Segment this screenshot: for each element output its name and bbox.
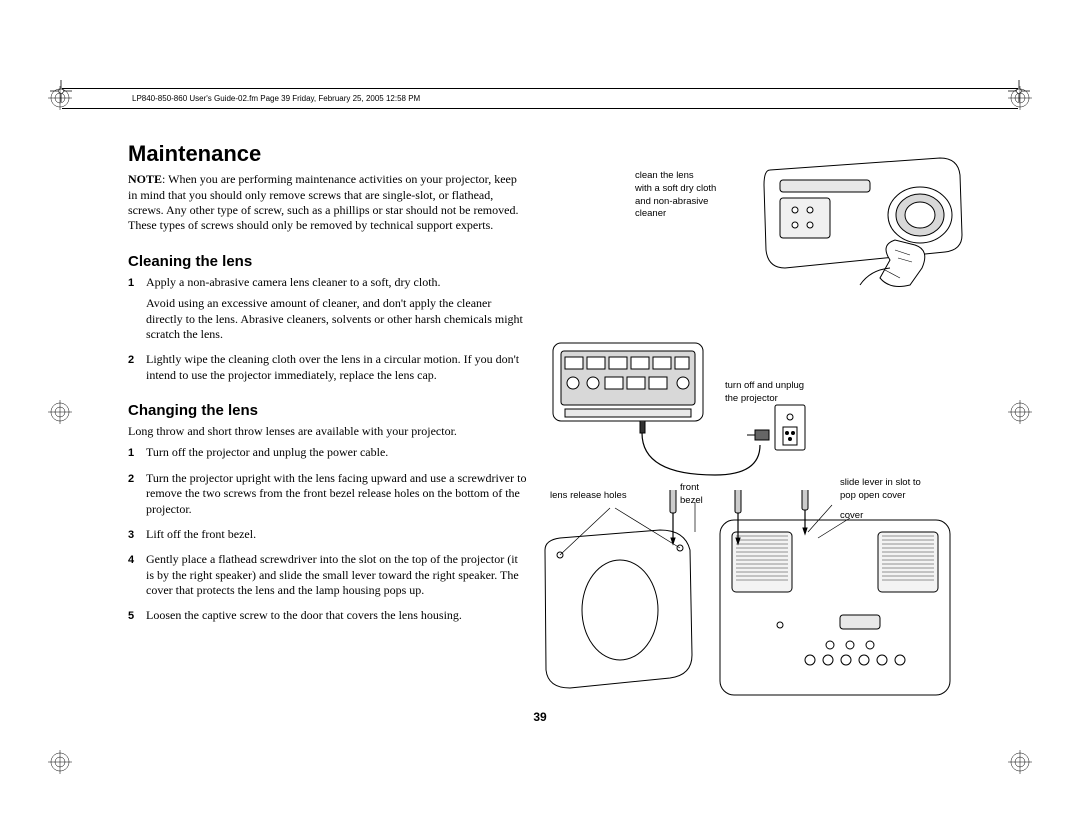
main-text-column: Maintenance NOTE: When you are performin…: [128, 140, 528, 634]
caption-unplug: turn off and unplug the projector: [725, 380, 804, 406]
step-text: Lightly wipe the cleaning cloth over the…: [146, 352, 528, 383]
step-number: 3: [128, 527, 146, 542]
caption-cover: cover: [840, 510, 863, 523]
caption-clean-lens: clean the lens with a soft dry cloth and…: [635, 170, 716, 221]
step-text: Gently place a flathead screwdriver into…: [146, 552, 528, 598]
page-title: Maintenance: [128, 140, 528, 168]
list-item: 1 Apply a non-abrasive camera lens clean…: [128, 275, 528, 342]
section-heading-changing: Changing the lens: [128, 401, 528, 420]
list-item: 3Lift off the front bezel.: [128, 527, 528, 542]
list-item: 1Turn off the projector and unplug the p…: [128, 445, 528, 460]
step-text: Loosen the captive screw to the door tha…: [146, 608, 528, 623]
step-number: 2: [128, 471, 146, 517]
step-number: 1: [128, 445, 146, 460]
step-text: Turn off the projector and unplug the po…: [146, 445, 528, 460]
step-text: Apply a non-abrasive camera lens cleaner…: [146, 275, 441, 289]
registration-mark: [48, 750, 72, 774]
note-text: : When you are performing maintenance ac…: [128, 172, 518, 232]
registration-mark: [1008, 750, 1032, 774]
header-rule: [62, 108, 1018, 109]
illustration-column: clean the lens with a soft dry cloth and…: [550, 150, 980, 710]
step-subtext: Avoid using an excessive amount of clean…: [146, 296, 528, 342]
caption-release-holes: lens release holes: [550, 490, 627, 503]
header-crop-info: LP840-850-860 User's Guide-02.fm Page 39…: [132, 94, 420, 103]
page-number: 39: [0, 710, 1080, 724]
step-text: Lift off the front bezel.: [146, 527, 528, 542]
illustration-clean-lens: [740, 150, 970, 300]
cleaning-steps: 1 Apply a non-abrasive camera lens clean…: [128, 275, 528, 383]
step-text: Turn the projector upright with the lens…: [146, 471, 528, 517]
list-item: 2 Lightly wipe the cleaning cloth over t…: [128, 352, 528, 383]
note-paragraph: NOTE: When you are performing maintenanc…: [128, 172, 528, 233]
note-label: NOTE: [128, 172, 162, 186]
caption-front-bezel: front bezel: [680, 482, 703, 508]
list-item: 5Loosen the captive screw to the door th…: [128, 608, 528, 623]
step-number: 1: [128, 275, 146, 342]
section-heading-cleaning: Cleaning the lens: [128, 252, 528, 271]
illustration-bezel: [540, 490, 980, 710]
step-number: 4: [128, 552, 146, 598]
registration-mark: [1008, 86, 1032, 110]
step-number: 2: [128, 352, 146, 383]
list-item: 4Gently place a flathead screwdriver int…: [128, 552, 528, 598]
list-item: 2Turn the projector upright with the len…: [128, 471, 528, 517]
registration-mark: [1008, 400, 1032, 424]
illustration-unplug: [545, 335, 815, 495]
registration-mark: [48, 86, 72, 110]
changing-steps: 1Turn off the projector and unplug the p…: [128, 445, 528, 623]
caption-slide-lever: slide lever in slot to pop open cover: [840, 477, 921, 503]
section-intro: Long throw and short throw lenses are av…: [128, 424, 528, 439]
registration-mark: [48, 400, 72, 424]
header-rule: [62, 88, 1018, 89]
step-number: 5: [128, 608, 146, 623]
